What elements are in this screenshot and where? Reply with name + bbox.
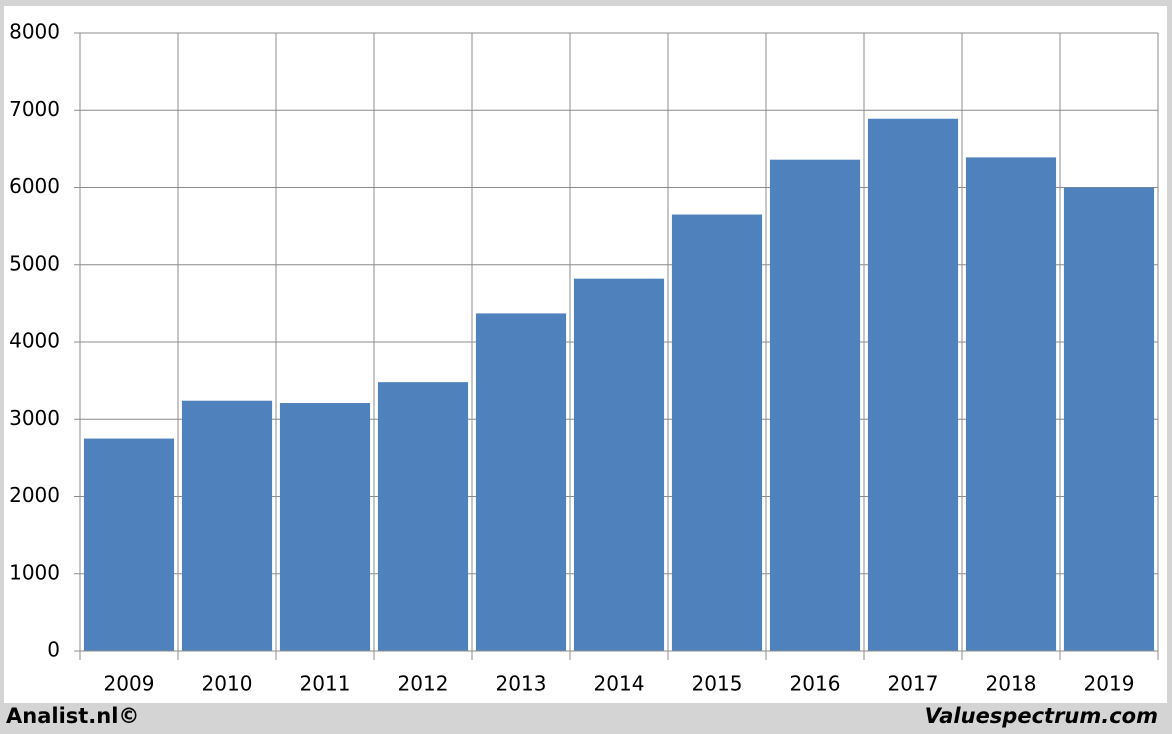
y-tick-label: 8000 (9, 20, 60, 44)
x-tick-label: 2014 (594, 672, 645, 696)
x-tick-label: 2016 (790, 672, 841, 696)
bar (279, 403, 371, 651)
y-tick-label: 7000 (9, 97, 60, 121)
x-tick-label: 2009 (104, 672, 155, 696)
x-tick-label: 2010 (202, 672, 253, 696)
y-tick-label: 4000 (9, 329, 60, 353)
bar (83, 438, 175, 651)
y-tick-label: 2000 (9, 483, 60, 507)
y-tick-label: 3000 (9, 406, 60, 430)
x-tick-label: 2012 (398, 672, 449, 696)
bar (769, 159, 861, 651)
bar (867, 118, 959, 651)
y-tick-label: 5000 (9, 251, 60, 275)
bar (475, 313, 567, 651)
x-tick-label: 2011 (300, 672, 351, 696)
footer-left: Analist.nl© (6, 704, 139, 728)
x-tick-label: 2015 (692, 672, 743, 696)
bar (671, 214, 763, 651)
x-tick-label: 2013 (496, 672, 547, 696)
footer-right: Valuespectrum.com (925, 704, 1158, 728)
x-tick-label: 2018 (986, 672, 1037, 696)
bar (377, 382, 469, 651)
y-tick-label: 0 (47, 638, 60, 662)
y-tick-label: 1000 (9, 560, 60, 584)
bar (965, 157, 1057, 651)
bar (181, 400, 273, 651)
x-tick-label: 2019 (1084, 672, 1135, 696)
x-tick-label: 2017 (888, 672, 939, 696)
bar (573, 278, 665, 651)
y-tick-label: 6000 (9, 174, 60, 198)
bar (1063, 187, 1155, 651)
